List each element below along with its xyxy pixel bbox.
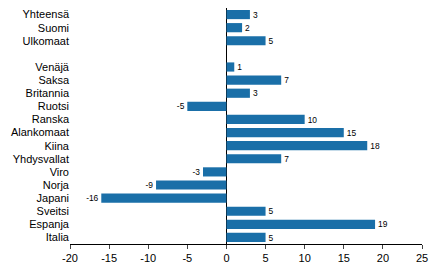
svg-text:15: 15 [338,252,350,264]
svg-text:7: 7 [284,154,289,164]
svg-text:1: 1 [237,62,242,72]
svg-text:Alankomaat: Alankomaat [11,126,69,138]
svg-text:15: 15 [347,128,357,138]
svg-text:Suomi: Suomi [38,22,69,34]
svg-text:-5: -5 [182,252,192,264]
svg-text:18: 18 [370,141,380,151]
svg-text:-9: -9 [146,180,154,190]
svg-text:Norja: Norja [43,179,70,191]
svg-text:Kiina: Kiina [45,140,70,152]
svg-text:Japani: Japani [37,192,69,204]
svg-text:Italia: Italia [46,231,70,243]
svg-text:5: 5 [269,36,274,46]
svg-text:Viro: Viro [50,166,69,178]
svg-text:3: 3 [253,10,258,20]
svg-text:-20: -20 [62,252,78,264]
svg-text:-16: -16 [86,193,98,203]
svg-text:Ulkomaat: Ulkomaat [23,35,69,47]
svg-text:Yhteensä: Yhteensä [23,8,70,20]
svg-text:Ruotsi: Ruotsi [38,100,69,112]
svg-text:5: 5 [262,252,268,264]
svg-text:-15: -15 [101,252,117,264]
svg-text:0: 0 [223,252,229,264]
svg-text:-3: -3 [192,167,200,177]
svg-text:-10: -10 [140,252,156,264]
svg-text:Ranska: Ranska [32,113,70,125]
svg-text:5: 5 [269,233,274,243]
svg-text:Yhdysvallat: Yhdysvallat [13,153,69,165]
svg-text:7: 7 [284,75,289,85]
svg-text:10: 10 [299,252,311,264]
svg-text:Sveitsi: Sveitsi [37,205,69,217]
svg-text:-5: -5 [177,101,185,111]
svg-text:10: 10 [308,115,318,125]
svg-text:5: 5 [269,206,274,216]
svg-text:Venäjä: Venäjä [35,61,70,73]
svg-text:Espanja: Espanja [29,218,70,230]
svg-text:Saksa: Saksa [38,74,69,86]
svg-text:20: 20 [377,252,389,264]
svg-text:25: 25 [416,252,428,264]
svg-text:3: 3 [253,88,258,98]
svg-text:19: 19 [378,219,388,229]
svg-text:2: 2 [245,23,250,33]
svg-text:Britannia: Britannia [26,87,70,99]
